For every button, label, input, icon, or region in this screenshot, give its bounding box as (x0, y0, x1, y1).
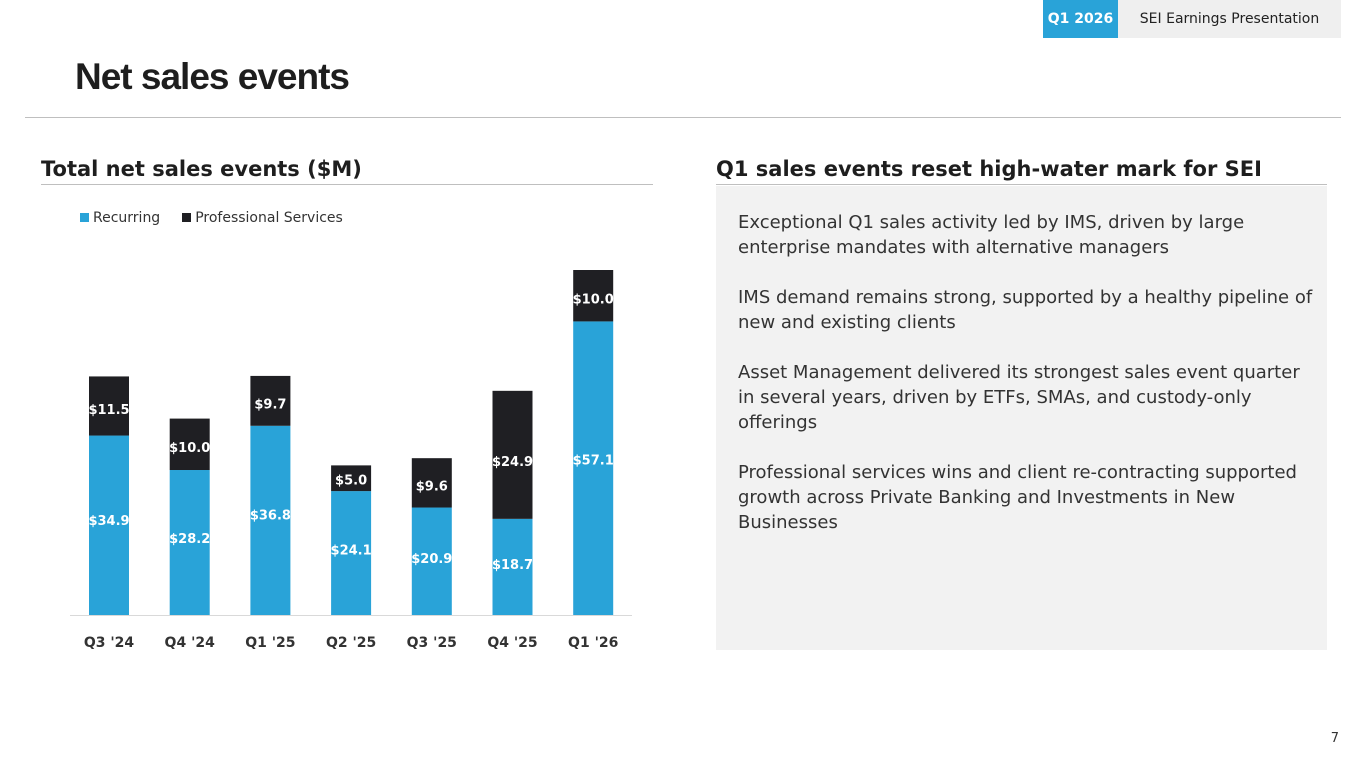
legend-label: Professional Services (195, 210, 343, 226)
legend-item-professional-services: Professional Services (182, 210, 343, 226)
professional-services-data-label: $9.6 (416, 479, 448, 494)
title-divider (25, 117, 1341, 118)
recurring-bar (89, 435, 129, 615)
professional-services-bar (573, 270, 614, 322)
professional-services-data-label: $11.5 (88, 403, 129, 418)
professional-services-bar (411, 458, 452, 508)
legend-item-recurring: Recurring (80, 210, 160, 226)
x-tick-label: Q3 '25 (407, 635, 457, 651)
recurring-bar (492, 518, 533, 615)
commentary-panel (716, 186, 1327, 650)
commentary-list: Exceptional Q1 sales activity led by IMS… (738, 210, 1318, 560)
professional-services-data-label: $9.7 (254, 397, 286, 412)
recurring-data-label: $57.1 (573, 453, 614, 468)
professional-services-bar (492, 390, 533, 519)
x-tick-label: Q2 '25 (326, 635, 376, 651)
commentary-item: IMS demand remains strong, supported by … (738, 287, 1313, 333)
x-tick-label: Q3 '24 (84, 635, 135, 651)
chart-heading: Total net sales events ($M) (41, 157, 362, 181)
commentary-item: Professional services wins and client re… (738, 462, 1297, 533)
page-title: Net sales events (75, 56, 350, 97)
x-tick-label: Q4 '24 (165, 635, 216, 651)
x-tick-label: Q1 '25 (245, 635, 295, 651)
commentary-item: Exceptional Q1 sales activity led by IMS… (738, 212, 1245, 258)
x-tick-label: Q1 '26 (568, 635, 618, 651)
recurring-data-label: $18.7 (492, 558, 533, 573)
recurring-bar (573, 321, 614, 615)
presentation-title: SEI Earnings Presentation (1118, 0, 1341, 38)
recurring-bar (331, 491, 372, 615)
commentary-heading-rule (716, 184, 1327, 185)
recurring-bar (411, 507, 452, 615)
recurring-data-label: $34.9 (88, 514, 129, 529)
stacked-bar-chart: $34.9 $11.5 Q3 '24 $28.2 $10.0 Q4 '24 $36.8 $9.… (70, 270, 632, 651)
legend-label: Recurring (93, 210, 161, 226)
professional-services-data-label: $5.0 (335, 474, 367, 489)
legend-swatch (182, 213, 192, 222)
recurring-data-label: $28.2 (169, 532, 210, 547)
recurring-data-label: $36.8 (250, 509, 291, 524)
professional-services-data-label: $10.0 (169, 441, 210, 456)
professional-services-data-label: $24.9 (492, 455, 533, 470)
professional-services-bar (89, 376, 129, 436)
quarter-tag: Q1 2026 (1043, 0, 1118, 38)
professional-services-bar (250, 375, 291, 426)
professional-services-bar (169, 418, 210, 471)
chart-heading-rule (41, 184, 653, 185)
page-number: 7 (1330, 731, 1339, 746)
x-tick-label: Q4 '25 (487, 635, 537, 651)
chart-legend: Recurring Professional Services (80, 210, 343, 226)
recurring-bar (250, 425, 291, 615)
professional-services-bar (331, 465, 372, 492)
commentary-heading: Q1 sales events reset high-water mark fo… (716, 157, 1262, 181)
commentary-item: Asset Management delivered its strongest… (738, 362, 1300, 433)
recurring-data-label: $20.9 (411, 552, 452, 567)
professional-services-data-label: $10.0 (573, 292, 614, 307)
legend-swatch (80, 213, 89, 222)
recurring-data-label: $24.1 (331, 543, 372, 558)
recurring-bar (169, 470, 210, 615)
